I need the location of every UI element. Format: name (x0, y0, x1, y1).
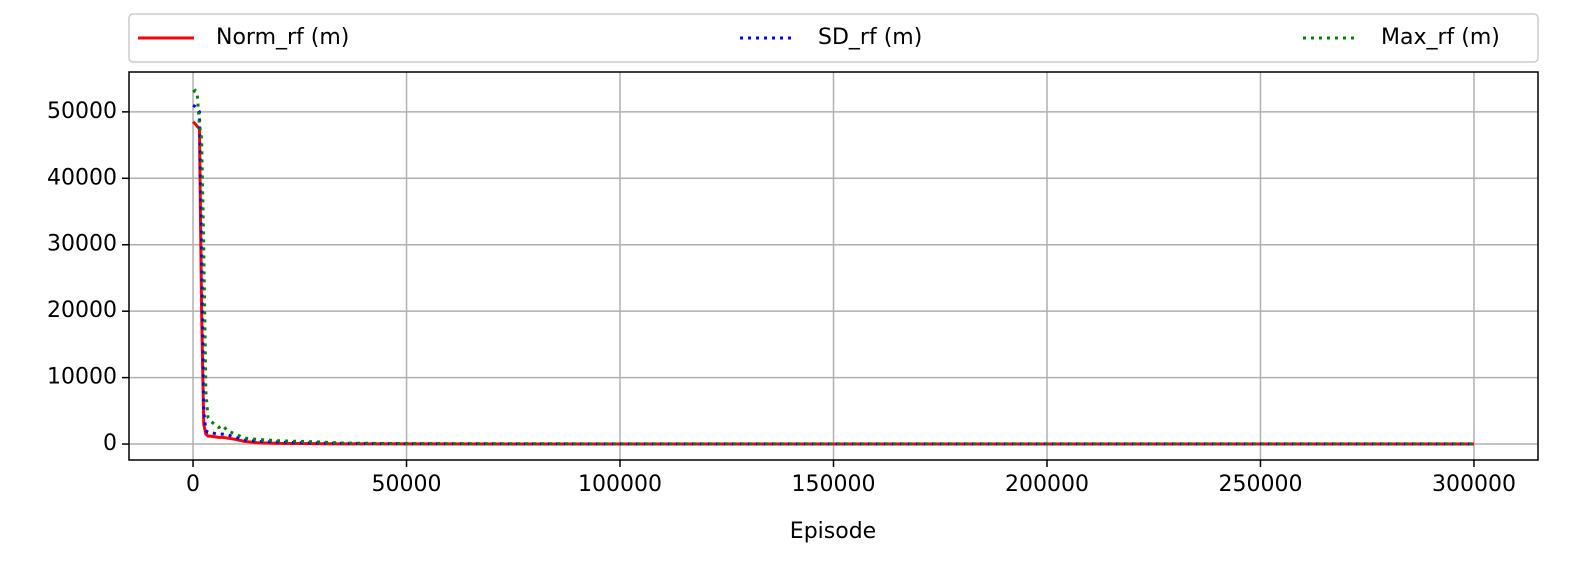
x-axis-label: Episode (790, 519, 876, 544)
x-tick-label: 100000 (578, 472, 662, 497)
legend-label: SD_rf (m) (818, 25, 922, 50)
legend-box (128, 13, 1539, 63)
y-tick-label: 10000 (47, 365, 117, 390)
y-tick-label: 50000 (47, 99, 117, 124)
plot-frame (128, 71, 1539, 461)
y-tick-label: 30000 (47, 232, 117, 257)
x-tick-label: 250000 (1218, 472, 1302, 497)
line (192, 88, 1474, 446)
legend-label: Norm_rf (m) (216, 25, 349, 50)
y-tick-label: 20000 (47, 298, 117, 323)
legend-label: Max_rf (m) (1381, 25, 1500, 50)
x-tick-label: 200000 (1005, 472, 1089, 497)
x-tick-label: 300000 (1432, 472, 1516, 497)
line (192, 120, 1474, 446)
y-tick-label: 0 (103, 431, 117, 456)
y-tick-label: 40000 (47, 165, 117, 190)
x-tick-label: 50000 (372, 472, 442, 497)
x-tick-label: 0 (186, 472, 200, 497)
x-tick-label: 150000 (792, 472, 876, 497)
line (192, 103, 1474, 446)
